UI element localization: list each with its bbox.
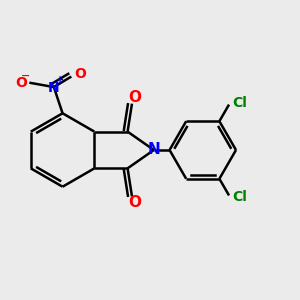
Text: −: − — [21, 71, 31, 81]
Text: O: O — [74, 67, 86, 81]
Text: Cl: Cl — [232, 190, 247, 204]
Text: N: N — [48, 81, 60, 95]
Text: O: O — [128, 195, 141, 210]
Text: O: O — [16, 76, 27, 90]
Text: N: N — [147, 142, 160, 158]
Text: Cl: Cl — [232, 96, 247, 110]
Text: +: + — [56, 75, 64, 85]
Text: O: O — [128, 90, 141, 105]
